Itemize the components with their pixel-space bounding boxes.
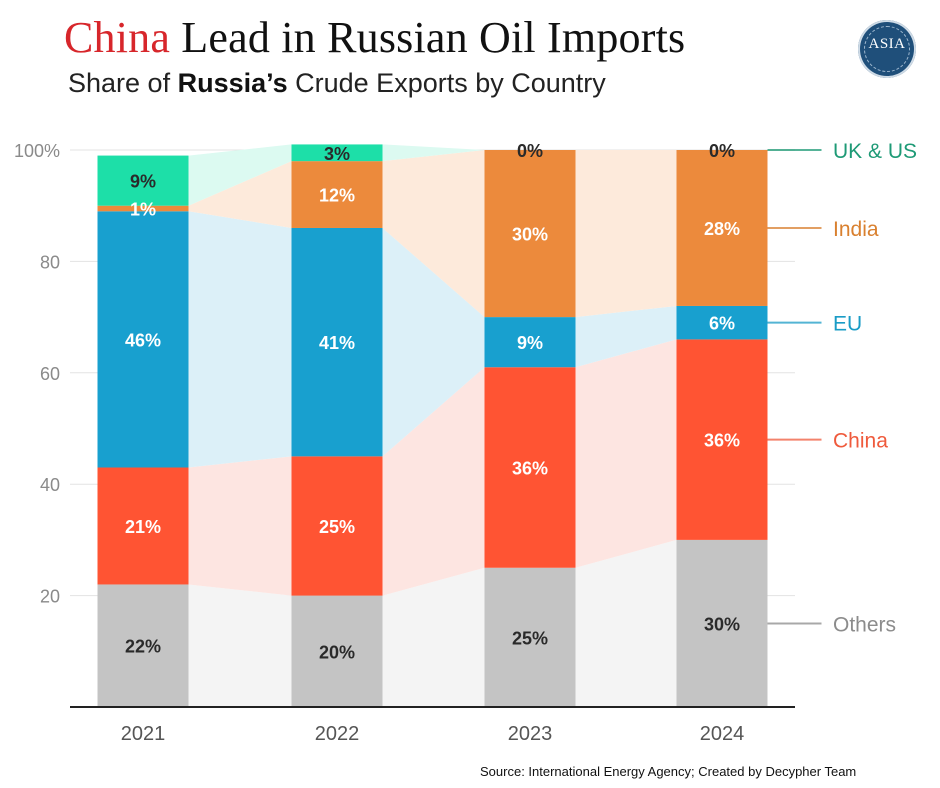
data-label: 6%: [709, 314, 735, 334]
data-label: 28%: [704, 219, 740, 239]
x-tick-label: 2023: [508, 723, 553, 745]
legend-entry: India: [833, 218, 879, 241]
chart-title: China Lead in Russian Oil Imports: [64, 12, 685, 63]
band-eu: [382, 227, 485, 457]
data-label: 30%: [512, 225, 548, 245]
y-tick-label: 80: [40, 252, 60, 272]
legend-entry: EU: [833, 313, 862, 336]
data-label: 9%: [130, 172, 156, 192]
bar-segment: [676, 150, 768, 306]
band-india: [188, 161, 292, 228]
bar-segment: [676, 339, 768, 540]
band-china: [188, 456, 292, 596]
chart-title-rest: Lead in Russian Oil Imports: [170, 13, 686, 62]
bar-segment: [484, 317, 576, 368]
legend-entry: UK & US: [833, 140, 917, 163]
data-label: 25%: [512, 628, 548, 648]
x-tick-label: 2021: [121, 723, 166, 745]
data-label: 22%: [125, 637, 161, 657]
band-others: [575, 539, 677, 707]
band-eu: [575, 305, 677, 368]
bar-segment: [484, 367, 576, 568]
source-note: Source: International Energy Agency; Cre…: [480, 764, 857, 779]
bar-segment: [291, 456, 383, 596]
data-label: 41%: [319, 333, 355, 353]
subtitle-bold: Russia’s: [177, 68, 288, 98]
bar-segment: [291, 144, 383, 162]
data-label: 12%: [319, 186, 355, 206]
bar-segment: [97, 155, 189, 206]
y-tick-label: 100%: [14, 141, 60, 161]
data-label: 0%: [709, 141, 735, 161]
band-india: [575, 150, 677, 318]
x-tick-label: 2022: [315, 723, 360, 745]
bar-segment: [291, 595, 383, 707]
bar-segment: [291, 161, 383, 228]
data-label: 1%: [130, 199, 156, 219]
band-uk-us: [382, 144, 485, 162]
band-eu: [188, 211, 292, 468]
x-tick-label: 2024: [700, 723, 745, 745]
data-label: 36%: [512, 458, 548, 478]
bar-segment: [484, 567, 576, 707]
bar-segment: [97, 205, 189, 212]
bar-segment: [676, 305, 768, 340]
bar-segment: [97, 584, 189, 707]
data-label: 36%: [704, 431, 740, 451]
subtitle-post: Crude Exports by Country: [287, 68, 606, 98]
bar-segment: [484, 150, 576, 318]
asia-logo: ASIA: [858, 20, 916, 78]
chart-subtitle: Share of Russia’s Crude Exports by Count…: [68, 68, 606, 99]
subtitle-pre: Share of: [68, 68, 178, 98]
logo-text: ASIA: [868, 36, 906, 52]
data-label: 3%: [324, 144, 350, 164]
data-label: 25%: [319, 517, 355, 537]
legend-entry: Others: [833, 613, 896, 636]
band-others: [382, 567, 485, 707]
band-china: [382, 367, 485, 596]
bar-segment: [676, 539, 768, 707]
band-china: [575, 339, 677, 568]
band-uk-us: [188, 144, 292, 206]
bar-segment: [97, 467, 189, 585]
y-tick-label: 20: [40, 587, 60, 607]
data-label: 0%: [517, 141, 543, 161]
data-label: 9%: [517, 333, 543, 353]
band-others: [188, 584, 292, 707]
y-tick-label: 60: [40, 364, 60, 384]
logo-ring: [864, 26, 910, 72]
data-label: 21%: [125, 517, 161, 537]
y-tick-label: 40: [40, 475, 60, 495]
band-india: [382, 150, 485, 318]
data-label: 20%: [319, 642, 355, 662]
chart-title-accent: China: [64, 13, 171, 62]
data-label: 46%: [125, 330, 161, 350]
bar-segment: [97, 211, 189, 468]
bar-segment: [291, 227, 383, 457]
data-label: 30%: [704, 614, 740, 634]
legend-entry: China: [833, 430, 888, 453]
